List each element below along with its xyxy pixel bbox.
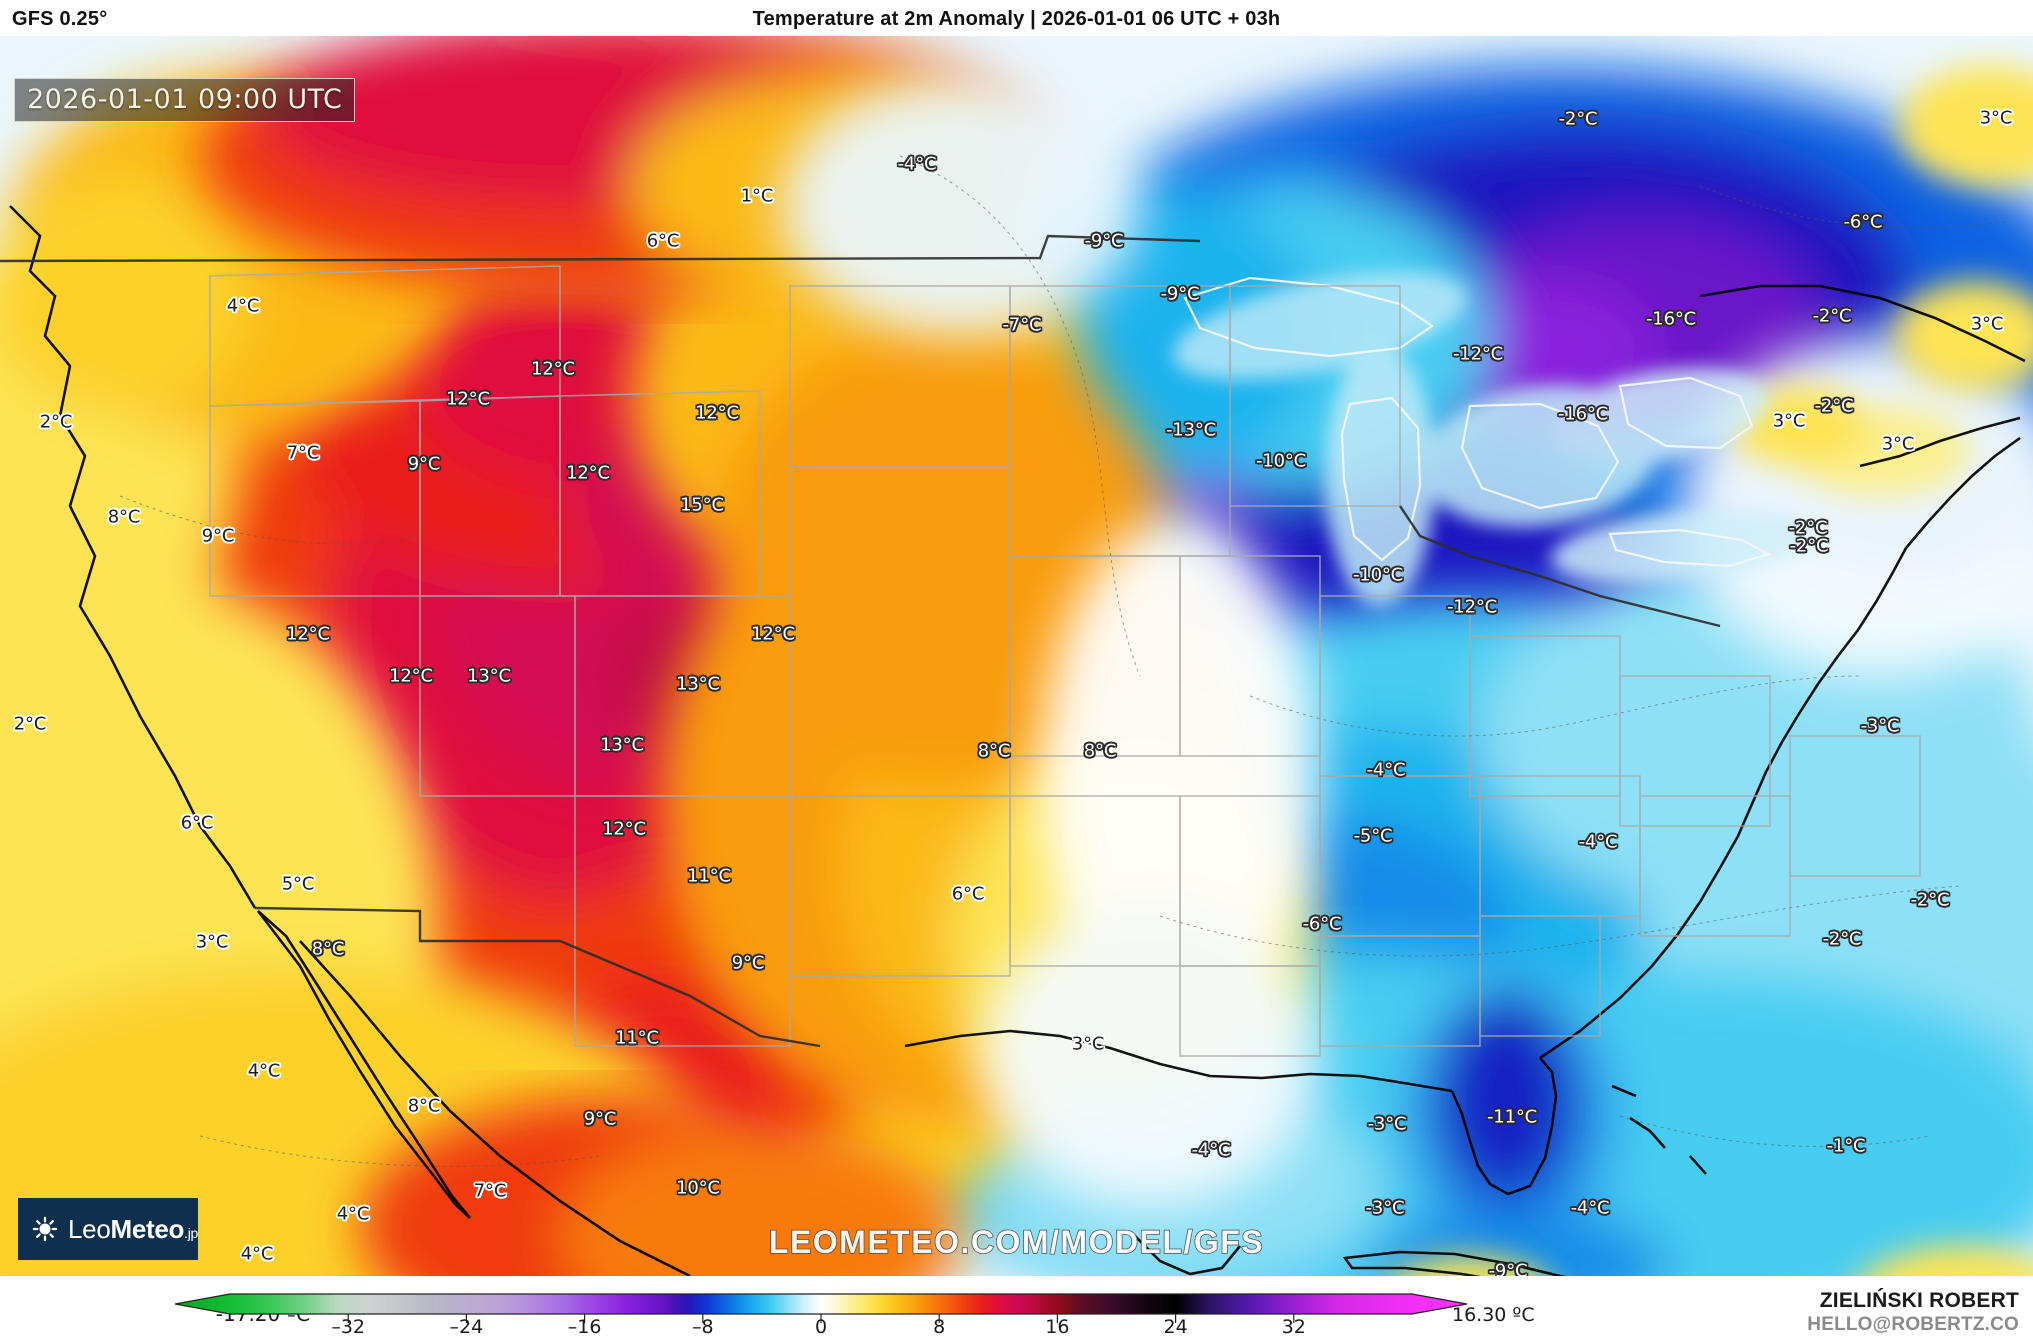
colorbar-tick-label: 16: [1045, 1316, 1070, 1338]
colorbar-tick-label: 32: [1281, 1316, 1306, 1338]
colorbar-tick-label: –8: [692, 1316, 714, 1338]
colorbar-tick-label: 8: [933, 1316, 946, 1338]
colorbar-tick-label: –24: [449, 1316, 484, 1338]
colorbar-tick-label: 24: [1163, 1316, 1188, 1338]
author-email: HELLO@ROBERTZ.CO: [1807, 1314, 2019, 1335]
leometeo-logo[interactable]: LeoMeteo.jp: [18, 1198, 198, 1260]
great-lakes-outline: [1183, 276, 1771, 568]
colorbar-tick-label: –32: [331, 1316, 366, 1338]
author-name: ZIELIŃSKI ROBERT: [1819, 1289, 2019, 1312]
map-canvas[interactable]: 2026-01-01 09:00 UTC: [0, 36, 2033, 1276]
state-borders: [209, 265, 1921, 1057]
logo-prefix: Leo: [68, 1213, 111, 1244]
temperature-anomaly-field: [0, 36, 2033, 1276]
page-title: Temperature at 2m Anomaly | 2026-01-01 0…: [752, 8, 1281, 30]
logo-wordmark: LeoMeteo.jp: [68, 1214, 198, 1245]
logo-tld: .jp: [184, 1224, 198, 1241]
colorbar-tick-label: 0: [814, 1316, 828, 1338]
colorbar[interactable]: [0, 1288, 2033, 1338]
colorbar-max-label: 16.30 ºC: [1452, 1304, 1535, 1326]
international-borders: [0, 234, 1721, 1048]
valid-time-badge: 2026-01-01 09:00 UTC: [14, 78, 356, 122]
logo-brand: Meteo: [110, 1213, 185, 1244]
sun-icon: [32, 1216, 58, 1242]
page-header: GFS 0.25° Temperature at 2m Anomaly | 20…: [0, 0, 2033, 36]
colorbar-tick-label: –16: [567, 1316, 602, 1338]
colorbar-gradient: [174, 1293, 1468, 1323]
coastline-layer: [9, 205, 2026, 1276]
model-label: GFS 0.25°: [12, 8, 108, 30]
contour-lines: [119, 155, 2011, 1167]
